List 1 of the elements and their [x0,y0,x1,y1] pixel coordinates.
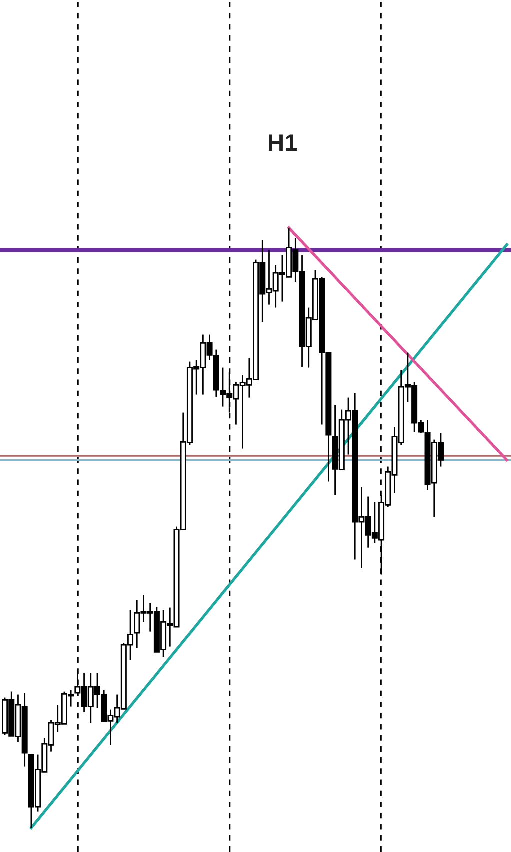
chart-title: H1 [269,134,298,151]
